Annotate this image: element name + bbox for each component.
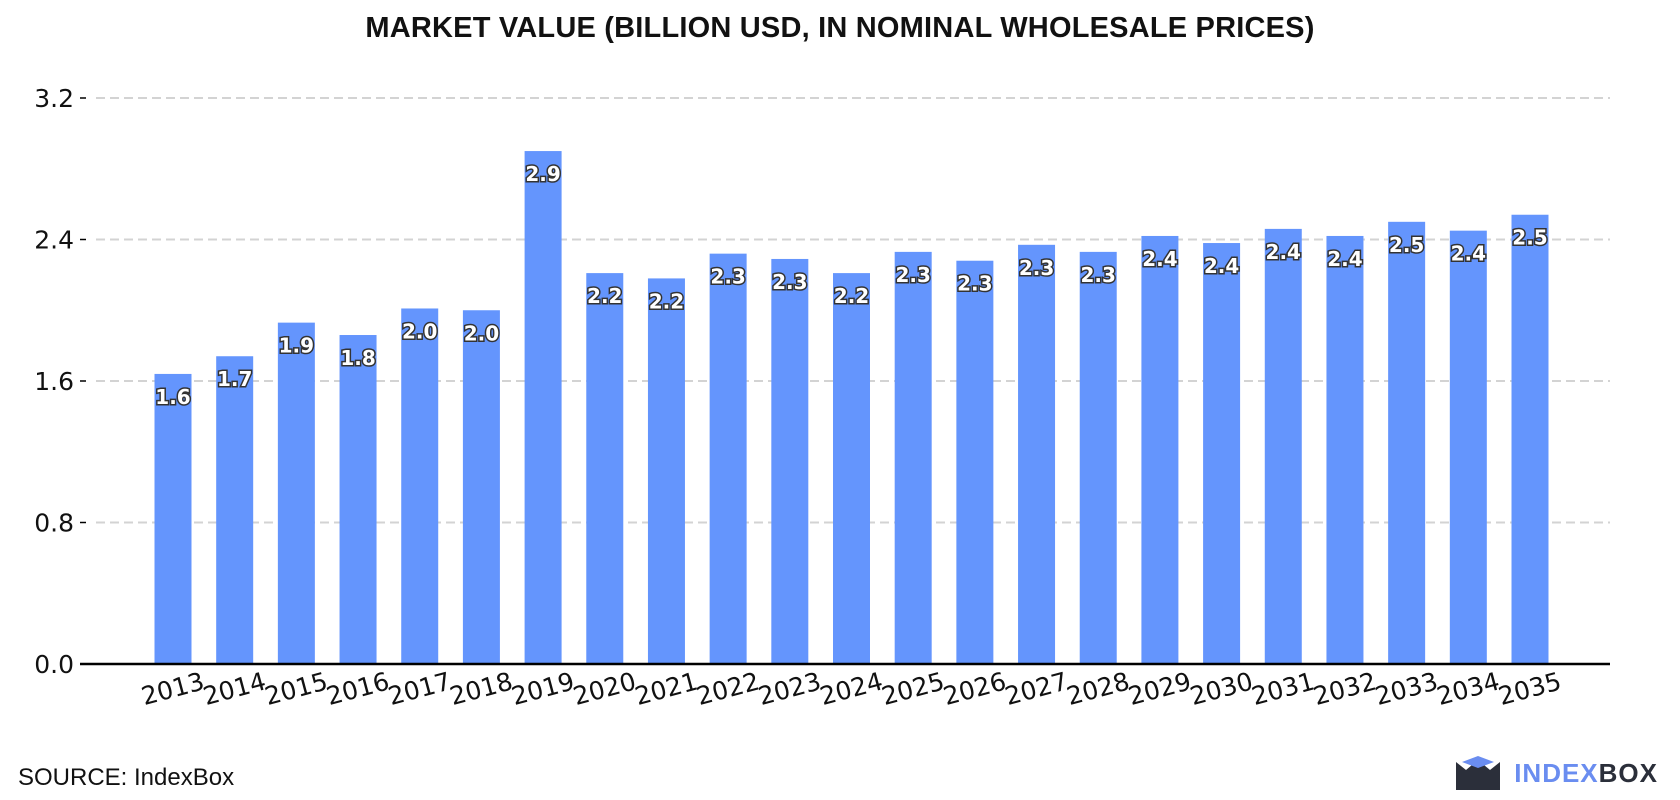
x-tick-label: 2035	[1495, 667, 1564, 711]
bar	[833, 273, 870, 664]
bar-value-label: 2.2	[587, 284, 622, 308]
bar-value-label: 1.8	[340, 346, 375, 370]
bar	[1079, 251, 1117, 664]
indexbox-logo: INDEXBOX	[1454, 756, 1658, 790]
bar	[277, 322, 315, 664]
x-tick-label: 2028	[1064, 667, 1133, 711]
bar-value-label: 2.3	[957, 272, 992, 296]
y-tick-label: 3.2	[34, 84, 74, 113]
bar	[894, 251, 932, 664]
bar-value-label: 2.3	[772, 270, 807, 294]
bar	[956, 260, 994, 664]
bar	[154, 373, 192, 664]
bar-value-label: 2.3	[1081, 263, 1116, 287]
x-tick-label: 2033	[1372, 667, 1441, 711]
bar	[339, 335, 377, 664]
bar	[1018, 244, 1056, 664]
bar-value-label: 2.2	[834, 284, 869, 308]
x-tick-label: 2020	[570, 667, 639, 711]
x-tick-label: 2032	[1310, 667, 1379, 711]
bar	[1449, 230, 1487, 664]
x-tick-label: 2034	[1434, 667, 1503, 711]
brand-part-box: BOX	[1598, 757, 1658, 788]
bar-value-label: 2.9	[525, 162, 560, 186]
bar-value-label: 2.0	[402, 319, 437, 343]
source-note: SOURCE: IndexBox	[18, 764, 235, 791]
y-tick-label: 1.6	[34, 367, 74, 396]
x-tick-label: 2021	[632, 667, 701, 711]
bar-value-label: 2.4	[1204, 254, 1239, 278]
bar-value-label: 2.4	[1327, 247, 1362, 271]
x-tick-label: 2013	[138, 667, 207, 711]
bars	[154, 151, 1549, 665]
bar	[586, 273, 624, 664]
chart-title: MARKET VALUE (BILLION USD, IN NOMINAL WH…	[365, 12, 1315, 44]
x-tick-label: 2018	[447, 667, 516, 711]
bar	[1511, 214, 1549, 665]
bar-value-label: 2.0	[464, 321, 499, 345]
bar	[401, 308, 439, 664]
bar	[647, 278, 685, 664]
brand-part-index: INDEX	[1514, 757, 1599, 788]
bar-value-label: 2.3	[895, 263, 930, 287]
x-tick-label: 2029	[1125, 667, 1194, 711]
bar	[216, 356, 254, 664]
x-tick-label: 2030	[1187, 667, 1256, 711]
x-tick-label: 2017	[385, 667, 454, 711]
x-tick-label: 2019	[508, 667, 577, 711]
bar-value-label: 2.3	[1019, 256, 1054, 280]
axes: 0.00.81.62.43.22013201420152016201720182…	[34, 84, 1610, 711]
x-tick-label: 2022	[693, 667, 762, 711]
x-tick-label: 2025	[879, 667, 948, 711]
bar-value-label: 1.9	[279, 334, 314, 358]
bar-value-label: 2.4	[1451, 242, 1486, 266]
x-tick-label: 2024	[817, 667, 886, 711]
bar	[462, 310, 500, 664]
bar-value-label: 2.4	[1266, 240, 1301, 264]
brand-wordmark: INDEXBOX	[1514, 758, 1658, 789]
bar-value-label: 2.3	[710, 265, 745, 289]
x-tick-label: 2023	[755, 667, 824, 711]
x-tick-label: 2016	[323, 667, 392, 711]
bar	[1326, 235, 1364, 664]
bar-value-label: 1.7	[217, 367, 252, 391]
bar	[1388, 221, 1426, 664]
y-tick-label: 0.0	[34, 650, 74, 679]
bar	[771, 258, 809, 664]
x-tick-label: 2015	[262, 667, 331, 711]
bar-value-label: 2.5	[1512, 226, 1547, 250]
x-tick-label: 2031	[1249, 667, 1318, 711]
bar-value-label: 2.2	[649, 289, 684, 313]
crown-box-icon	[1456, 756, 1501, 790]
y-tick-label: 2.4	[34, 226, 74, 255]
bar	[709, 253, 747, 664]
bar-value-label: 2.5	[1389, 233, 1424, 257]
bar	[1203, 243, 1241, 664]
x-tick-label: 2014	[200, 667, 269, 711]
bar-value-label: 2.4	[1142, 247, 1177, 271]
bar	[524, 151, 562, 664]
bar-value-labels: 1.6 1.7 1.9 1.8 2.0 2.0 2.9 2.2 2.2 2.3 2.3 2.2 2.3 2…	[154, 161, 1549, 411]
x-tick-label: 2026	[940, 667, 1009, 711]
y-tick-label: 0.8	[34, 509, 74, 538]
bar	[1141, 235, 1179, 664]
bar-value-label: 1.6	[155, 385, 190, 409]
bar	[1264, 228, 1302, 664]
x-tick-label: 2027	[1002, 667, 1071, 711]
